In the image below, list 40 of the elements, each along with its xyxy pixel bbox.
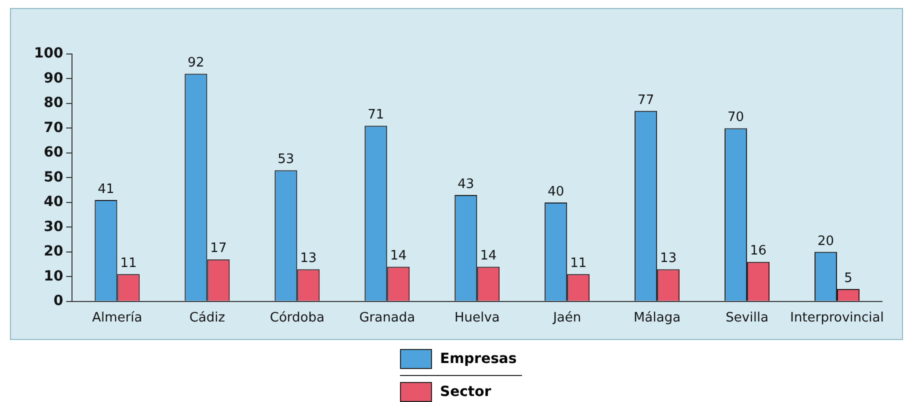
x-tick-label: Almería (92, 310, 142, 326)
data-label: 20 (817, 234, 834, 249)
data-label: 92 (188, 56, 204, 71)
x-tick-label: Huelva (454, 310, 500, 326)
y-tick-label: 100 (34, 46, 64, 62)
data-label: 16 (750, 244, 767, 259)
data-label: 53 (278, 152, 294, 168)
x-tick-label: Interprovincial (790, 310, 884, 326)
y-tick-label: 30 (44, 218, 64, 235)
data-label: 14 (480, 248, 497, 264)
x-tick-label: Cádiz (189, 310, 226, 326)
x-tick-label: Córdoba (270, 310, 324, 326)
data-label: 43 (458, 176, 474, 192)
x-tick-label: Granada (359, 310, 416, 326)
y-tick-label: 50 (44, 169, 64, 186)
legend-label: Empresas (440, 351, 517, 367)
y-tick-label: 10 (44, 268, 64, 284)
y-tick-label: 20 (44, 244, 64, 260)
y-tick-label: 40 (44, 194, 64, 210)
data-label: 41 (98, 182, 114, 197)
legend-label: Sector (440, 384, 492, 400)
data-label: 71 (368, 108, 384, 123)
data-label: 14 (390, 248, 407, 264)
data-label: 13 (300, 251, 317, 266)
x-tick-label: Jaén (552, 310, 582, 326)
y-tick-label: 90 (44, 70, 64, 86)
data-label: 11 (120, 256, 137, 272)
data-label: 40 (548, 184, 564, 200)
data-label: 17 (210, 241, 227, 256)
x-tick-label: Sevilla (726, 310, 768, 326)
y-tick-label: 0 (53, 293, 64, 310)
y-tick-label: 60 (44, 144, 64, 161)
data-label: 5 (844, 270, 852, 286)
x-tick-label: Málaga (634, 310, 681, 326)
y-tick-label: 70 (44, 120, 64, 136)
data-label: 77 (638, 92, 654, 108)
data-label: 11 (570, 256, 587, 272)
data-label: 70 (728, 110, 744, 126)
data-label: 13 (660, 251, 677, 266)
y-tick-label: 80 (44, 95, 64, 112)
